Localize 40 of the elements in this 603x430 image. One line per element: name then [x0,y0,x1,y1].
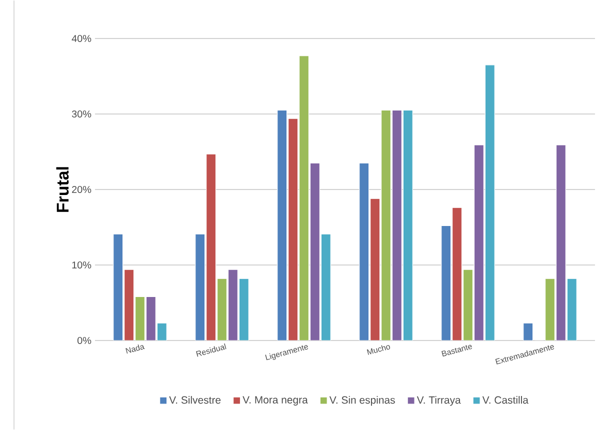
bar [392,110,402,341]
bar [124,269,134,341]
bar [566,278,577,341]
bar [320,234,331,341]
bar [523,322,534,341]
legend-label: V. Mora negra [242,396,308,406]
y-tick-label: 20% [72,186,92,194]
bar [113,234,124,341]
y-axis-title: Frutal [56,167,69,212]
bar [206,154,216,341]
y-tick-label: 30% [72,110,92,118]
bar [288,118,298,341]
bar [228,269,238,341]
bar [134,296,146,341]
y-tick-label: 0% [77,336,92,344]
bar [370,198,380,341]
bar [462,269,474,341]
bar [156,322,167,341]
legend-label: V. Silvestre [169,396,221,404]
bar [402,110,413,341]
y-tick-label: 10% [72,261,92,269]
bar [195,234,206,341]
legend-label: V. Castilla [482,396,528,404]
legend-label: V. Sin espinas [329,396,395,406]
bar [216,278,228,341]
bar [452,207,462,341]
bar [277,110,288,341]
bar [359,162,370,341]
bar [556,144,566,341]
bar [380,110,392,341]
legend-label: V. Tirraya [416,396,461,406]
bar [484,64,495,341]
bar [310,162,320,341]
bar [544,278,556,341]
y-tick-label: 40% [72,34,92,42]
bar [146,296,156,341]
bar [441,225,452,341]
bar [238,278,249,341]
bar [299,56,309,341]
bar [474,144,484,341]
